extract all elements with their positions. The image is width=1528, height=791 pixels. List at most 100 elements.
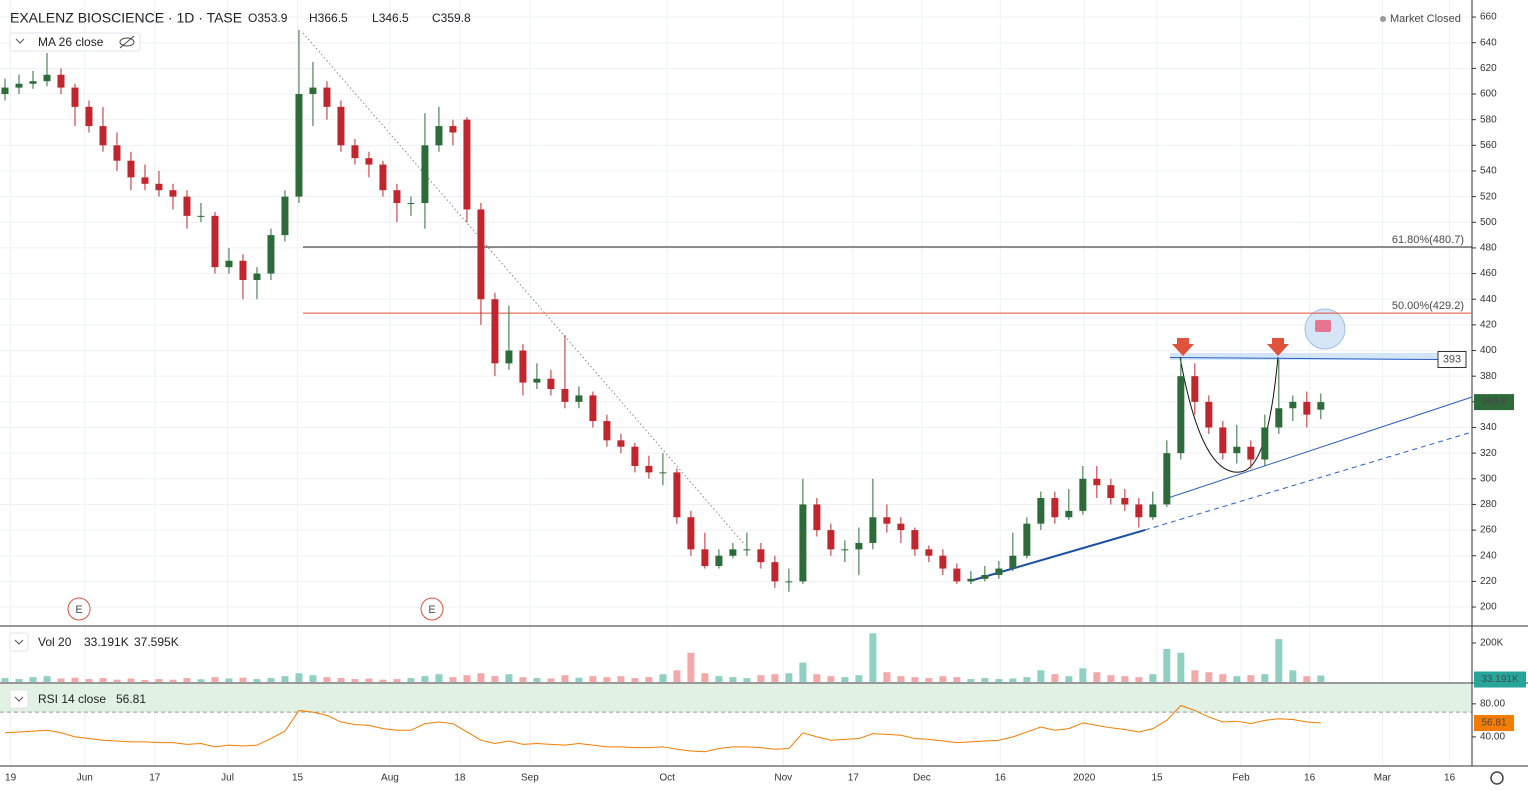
volume-bar xyxy=(85,679,93,682)
volume-bar xyxy=(1247,675,1255,682)
rsi-band xyxy=(0,684,1472,713)
market-status: Market Closed xyxy=(1390,13,1461,25)
volume-tag xyxy=(1474,671,1526,688)
candle-body xyxy=(1023,523,1031,556)
ohlc-item: O353.9 xyxy=(248,11,288,25)
candle-body xyxy=(1275,408,1283,428)
collapse-button[interactable] xyxy=(9,632,29,652)
earnings-marker[interactable] xyxy=(420,597,444,621)
candle-body xyxy=(673,472,681,518)
y-tick-label: 340 xyxy=(1480,422,1497,433)
volume-bar xyxy=(211,677,219,682)
rsi-tag-label: 56.81 xyxy=(1481,718,1506,729)
collapse-button[interactable] xyxy=(9,689,29,709)
ohlc-item: H366.5 xyxy=(309,11,348,25)
earnings-marker[interactable] xyxy=(67,597,91,621)
candle-body xyxy=(519,350,527,383)
collapse-icon xyxy=(14,639,24,645)
ohlc-value: 366.5 xyxy=(318,11,348,25)
x-tick-label: Dec xyxy=(913,773,931,784)
y-tick-label: 280 xyxy=(1480,499,1497,510)
volume-bar xyxy=(701,673,709,682)
candle-body xyxy=(547,378,555,390)
candle-body xyxy=(407,203,415,205)
x-tick-label: Jul xyxy=(221,773,234,784)
candle-body xyxy=(29,81,37,84)
x-tick-label: Feb xyxy=(1232,773,1250,784)
rsi-line xyxy=(4,704,1321,753)
y-tick-label: 500 xyxy=(1480,217,1497,228)
y-tick-label: 200K xyxy=(1480,638,1504,649)
candle-body xyxy=(1317,402,1325,410)
y-tick-label: 560 xyxy=(1480,140,1497,151)
candle-body xyxy=(323,87,331,107)
y-tick-label: 540 xyxy=(1480,166,1497,177)
candle-body xyxy=(505,350,513,364)
candle-body xyxy=(785,581,793,583)
volume-bar xyxy=(141,680,149,682)
indicator-legend-box[interactable] xyxy=(9,32,141,52)
y-tick-label: 80.00 xyxy=(1480,698,1505,709)
candle-body xyxy=(813,504,821,531)
hide-icon[interactable] xyxy=(119,37,135,47)
volume-bar xyxy=(631,678,639,682)
volume-bar xyxy=(71,677,79,682)
x-tick-label: 16 xyxy=(1304,773,1316,784)
candle-body xyxy=(1051,498,1059,518)
volume-bar xyxy=(1051,674,1059,682)
volume-bar xyxy=(505,674,513,682)
volume-bar xyxy=(1163,648,1171,682)
volume-tag-label: 33.191K xyxy=(1481,674,1519,685)
trend-drawing xyxy=(302,32,746,546)
volume-legend: Vol 20 xyxy=(38,635,72,649)
candle-body xyxy=(1247,446,1255,460)
settings-icon[interactable] xyxy=(1490,771,1504,785)
volume-bar xyxy=(57,678,65,682)
volume-bar xyxy=(99,678,107,682)
candle-body xyxy=(435,126,443,146)
candle-body xyxy=(575,395,583,402)
volume-bar xyxy=(1191,670,1199,682)
volume-bar xyxy=(1037,670,1045,682)
volume-bar xyxy=(715,676,723,682)
resistance-label: 393 xyxy=(1443,353,1461,365)
candle-body xyxy=(1079,478,1087,511)
candle-body xyxy=(379,164,387,191)
volume-bar xyxy=(1317,675,1325,682)
volume-bar xyxy=(407,678,415,682)
candle-body xyxy=(1107,485,1115,499)
candle-body xyxy=(603,421,611,441)
candle-body xyxy=(43,74,51,82)
grid xyxy=(0,0,1472,766)
x-tick-label: Aug xyxy=(381,773,399,784)
candle-body xyxy=(225,260,233,268)
x-tick-label: 15 xyxy=(1151,773,1163,784)
candle-body xyxy=(981,574,989,579)
candle-body xyxy=(645,465,653,473)
volume-bar xyxy=(1065,676,1073,682)
resistance-zone xyxy=(1170,353,1438,360)
volume-bar xyxy=(519,677,527,682)
volume-bar xyxy=(463,675,471,682)
x-tick-label: Jun xyxy=(77,773,93,784)
y-tick-label: 300 xyxy=(1480,473,1497,484)
volume-ma-value: 37.595K xyxy=(134,635,179,649)
indicator-legend: MA 26 close xyxy=(38,35,104,49)
volume-bar xyxy=(897,676,905,682)
candle-body xyxy=(631,446,639,466)
volume-bar xyxy=(351,679,359,682)
trend-drawing xyxy=(1144,431,1473,531)
y-tick-label: 380 xyxy=(1480,371,1497,382)
volume-bar xyxy=(827,676,835,682)
volume-bar xyxy=(239,677,247,682)
candle-body xyxy=(57,74,65,88)
volume-bar xyxy=(1205,672,1213,682)
volume-bar xyxy=(43,676,51,682)
ohlc-value: 359.8 xyxy=(441,11,471,25)
volume-bar xyxy=(953,677,961,682)
candle-body xyxy=(365,158,373,165)
volume-bar xyxy=(379,679,387,682)
volume-bar xyxy=(435,674,443,682)
x-tick-label: 19 xyxy=(5,773,17,784)
